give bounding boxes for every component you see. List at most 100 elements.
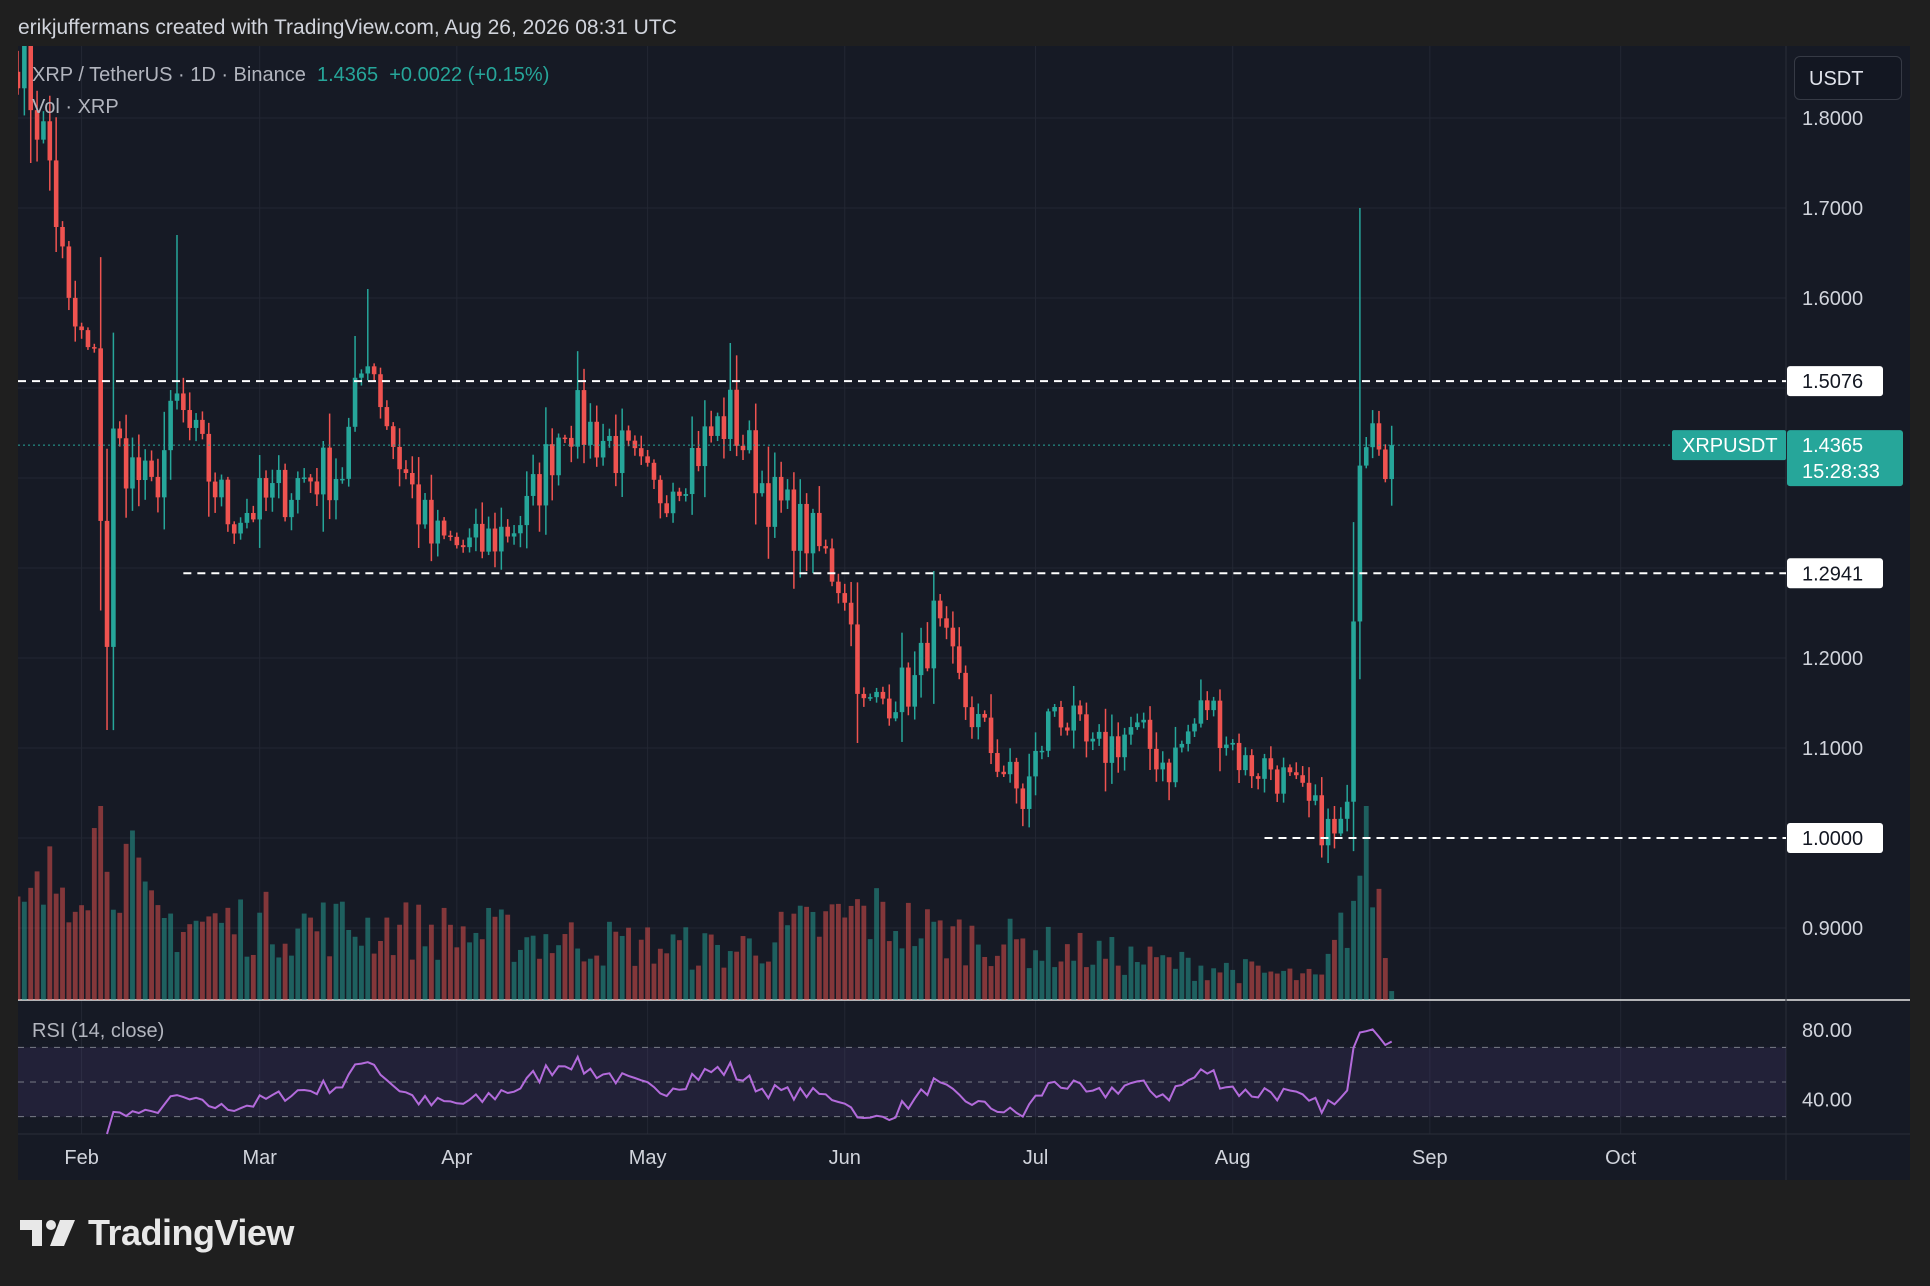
candle-body: [1001, 771, 1007, 775]
symbol-title[interactable]: XRP / TetherUS · 1D · Binance: [32, 64, 306, 86]
volume-bar: [874, 888, 879, 1000]
volume-bar: [282, 943, 288, 1000]
candle-body: [200, 419, 205, 434]
candle-body: [1370, 423, 1375, 448]
volume-bar: [168, 913, 174, 1000]
candle-body: [429, 499, 434, 544]
candle-body: [988, 717, 994, 754]
currency-button[interactable]: USDT: [1794, 56, 1902, 100]
volume-bar: [537, 958, 542, 1000]
volume-bar: [269, 944, 275, 1000]
candle-body: [212, 481, 218, 498]
volume-bar: [937, 920, 943, 1000]
candle-body: [899, 667, 905, 713]
candle-body: [772, 476, 778, 527]
candle-body: [1026, 776, 1032, 809]
candle-body: [384, 407, 390, 427]
candle-body: [1045, 711, 1051, 751]
time-tick-label: Jun: [829, 1147, 861, 1169]
price-badge-value: 1.4365: [1802, 435, 1863, 457]
volume-bar: [1325, 953, 1331, 1000]
candle-body: [149, 460, 154, 477]
volume-bar: [390, 955, 396, 1000]
candle-body: [18, 71, 21, 89]
volume-bar: [231, 934, 237, 1000]
candle-body: [174, 393, 180, 401]
volume-bar: [816, 936, 822, 1000]
candle-body: [734, 389, 739, 446]
volume-bar: [1147, 946, 1153, 1000]
volume-bar: [689, 969, 695, 1000]
candle-body: [467, 537, 472, 548]
candle-body: [454, 536, 460, 546]
candle-body: [1154, 748, 1159, 770]
volume-legend[interactable]: Vol · XRP: [32, 96, 119, 118]
volume-bar: [441, 907, 447, 1000]
candle-body: [1204, 700, 1210, 711]
volume-bar: [676, 940, 682, 1000]
volume-bar: [804, 906, 810, 1000]
candle-body: [1052, 706, 1057, 712]
volume-bar: [562, 934, 568, 1000]
volume-bar: [867, 939, 873, 1000]
candle-body: [28, 46, 34, 111]
volume-bar: [397, 924, 402, 1000]
volume-bar: [1153, 957, 1159, 1000]
candle-body: [664, 503, 669, 514]
volume-bar: [899, 948, 905, 1000]
volume-bar: [1185, 957, 1191, 1000]
volume-bar: [619, 935, 625, 1000]
volume-bar: [708, 934, 714, 1000]
volume-bar: [797, 905, 803, 1000]
candle-body: [1160, 762, 1166, 770]
candle-body: [1389, 445, 1394, 480]
price-tick-label: 1.2000: [1802, 648, 1863, 670]
candle-body: [1109, 736, 1115, 763]
candle-body: [696, 448, 701, 467]
volume-bar: [460, 926, 466, 1000]
volume-bar: [1045, 926, 1051, 1000]
volume-bar: [594, 955, 600, 1000]
candle-body: [708, 426, 714, 436]
volume-bar: [422, 946, 428, 1000]
candle-body: [530, 474, 536, 496]
candle-body: [829, 548, 835, 582]
volume-bar: [1115, 965, 1121, 1000]
volume-bar: [467, 942, 472, 1000]
candle-body: [715, 416, 720, 436]
candle-body: [524, 495, 530, 526]
candle-body: [1332, 818, 1337, 834]
symbol-badge-label: XRPUSDT: [1682, 435, 1778, 457]
candle-body: [142, 460, 148, 481]
volume-bar: [301, 913, 307, 1000]
volume-bar: [886, 941, 892, 1000]
candle-body: [651, 462, 657, 480]
volume-bar: [79, 905, 85, 1000]
volume-bar: [53, 893, 59, 1000]
rsi-legend[interactable]: RSI (14, close): [32, 1020, 165, 1042]
volume-bar: [702, 933, 708, 1000]
volume-bar: [1338, 912, 1344, 1000]
candle-body: [92, 347, 97, 349]
candle-body: [906, 667, 911, 707]
candle-body: [352, 377, 358, 427]
volume-bar: [409, 959, 415, 1000]
volume-bar: [1287, 968, 1293, 1000]
candle-body: [1236, 742, 1242, 771]
volume-bar: [365, 917, 371, 1000]
volume-bar: [473, 932, 479, 1000]
candle-body: [104, 520, 110, 647]
candle-body: [301, 477, 307, 479]
symbol-legend[interactable]: XRP / TetherUS · 1D · Binance 1.4365 +0.…: [32, 64, 549, 87]
price-axis: 0.90001.00001.10001.20001.30001.40001.50…: [1802, 108, 1863, 940]
chart-frame[interactable]: 0.90001.00001.10001.20001.30001.40001.50…: [18, 46, 1910, 1180]
volume-bar: [238, 899, 244, 1000]
volume-bar: [174, 952, 180, 1000]
candle-body: [257, 478, 262, 520]
candlestick-chart[interactable]: 0.90001.00001.10001.20001.30001.40001.50…: [18, 46, 1910, 1180]
candle-body: [1376, 423, 1382, 450]
candle-body: [225, 479, 231, 525]
volume-bar: [766, 961, 771, 1000]
candle-body: [308, 477, 313, 482]
rsi-tick-label: 80.00: [1802, 1020, 1852, 1042]
